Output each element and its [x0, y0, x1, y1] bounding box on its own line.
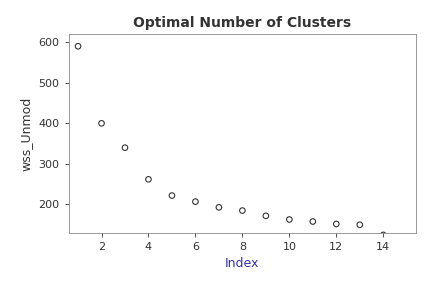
Point [356, 222, 363, 227]
Point [309, 219, 316, 224]
Point [286, 217, 293, 222]
Point [263, 214, 269, 218]
Point [403, 237, 410, 241]
Point [75, 44, 82, 49]
Point [98, 121, 105, 126]
Point [192, 199, 199, 204]
Point [145, 177, 152, 181]
Point [121, 145, 128, 150]
Point [239, 208, 246, 213]
X-axis label: Index: Index [225, 258, 260, 270]
Point [333, 222, 340, 226]
Y-axis label: wss_Unmod: wss_Unmod [20, 96, 33, 171]
Point [380, 233, 387, 237]
Title: Optimal Number of Clusters: Optimal Number of Clusters [133, 16, 351, 30]
Point [215, 205, 222, 210]
Point [169, 193, 175, 198]
